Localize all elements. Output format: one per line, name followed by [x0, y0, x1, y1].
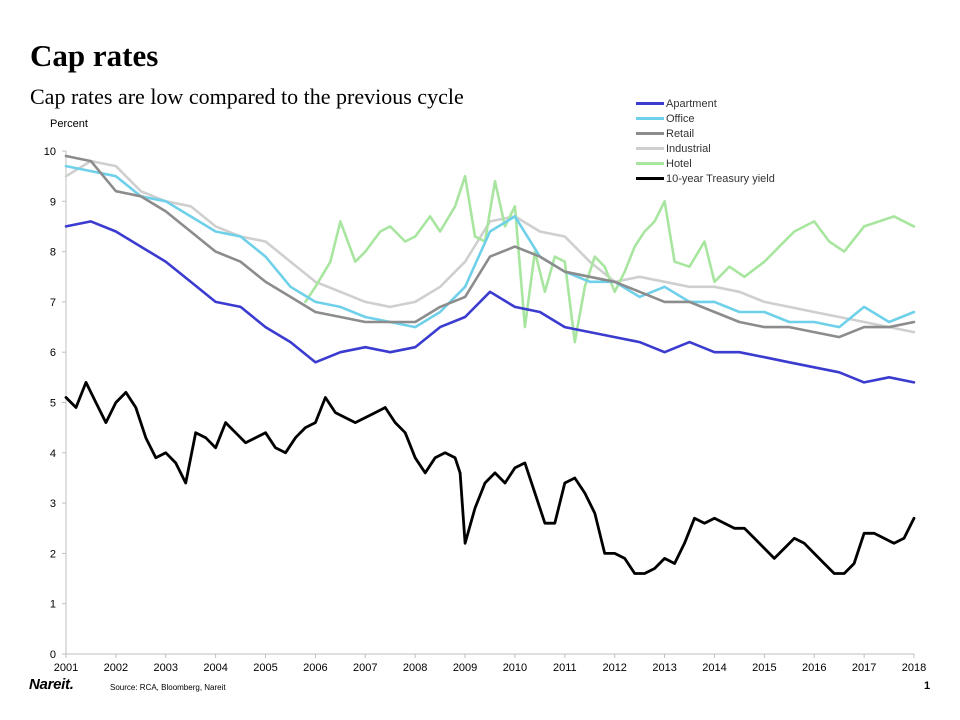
legend-label-industrial: Industrial	[666, 142, 711, 155]
legend-item-retail: Retail	[636, 126, 775, 141]
series-line-apartment	[64, 220, 916, 384]
y-tick-label: 8	[50, 247, 56, 259]
legend-swatch-hotel	[636, 162, 664, 165]
x-tick-label: 2002	[104, 662, 128, 674]
x-tick-label: 2001	[54, 662, 78, 674]
chart-legend: Apartment Office Retail Industrial Hotel…	[636, 96, 775, 186]
y-tick-label: 2	[50, 548, 56, 560]
series-line-10-year-treasury-yield	[64, 380, 916, 575]
page-number: 1	[924, 680, 931, 692]
y-tick-label: 10	[44, 146, 56, 158]
x-tick-label: 2012	[602, 662, 626, 674]
legend-item-treasury: 10-year Treasury yield	[636, 171, 775, 186]
x-tick-label: 2003	[154, 662, 178, 674]
legend-item-office: Office	[636, 111, 775, 126]
x-tick-label: 2011	[553, 662, 577, 674]
legend-label-retail: Retail	[666, 127, 695, 140]
x-tick-label: 2017	[852, 662, 876, 674]
source-note: Source: RCA, Bloomberg, Nareit	[110, 683, 226, 692]
x-tick-label: 2016	[802, 662, 826, 674]
nareit-logo: Nareit.	[29, 676, 74, 693]
series-line-retail	[64, 154, 916, 339]
series-line-office	[64, 164, 916, 329]
series-line-industrial	[64, 159, 916, 334]
y-tick-label: 9	[50, 196, 56, 208]
legend-label-office: Office	[666, 112, 695, 125]
y-tick-label: 6	[50, 347, 56, 359]
series-line-hotel	[304, 174, 916, 344]
x-tick-label: 2014	[702, 662, 726, 674]
y-tick-label: 7	[50, 297, 56, 309]
x-tick-label: 2006	[303, 662, 327, 674]
x-tick-label: 2008	[403, 662, 427, 674]
legend-swatch-office	[636, 117, 664, 120]
legend-swatch-treasury	[636, 177, 664, 180]
legend-label-hotel: Hotel	[666, 157, 692, 170]
x-tick-label: 2010	[503, 662, 527, 674]
y-axis-label: Percent	[50, 118, 88, 130]
legend-swatch-retail	[636, 132, 664, 135]
legend-item-apartment: Apartment	[636, 96, 775, 111]
page-title: Cap rates	[30, 38, 159, 73]
y-tick-label: 5	[50, 398, 56, 410]
legend-label-treasury: 10-year Treasury yield	[666, 172, 775, 185]
legend-item-hotel: Hotel	[636, 156, 775, 171]
legend-swatch-industrial	[636, 147, 664, 150]
x-tick-label: 2013	[652, 662, 676, 674]
y-tick-label: 1	[50, 599, 56, 611]
x-tick-label: 2007	[353, 662, 377, 674]
legend-label-apartment: Apartment	[666, 97, 717, 110]
x-tick-label: 2005	[253, 662, 277, 674]
y-tick-label: 0	[50, 649, 56, 661]
x-tick-label: 2018	[902, 662, 926, 674]
page-subtitle: Cap rates are low compared to the previo…	[30, 84, 464, 109]
legend-item-industrial: Industrial	[636, 141, 775, 156]
x-tick-label: 2004	[203, 662, 227, 674]
x-tick-label: 2015	[752, 662, 776, 674]
y-tick-label: 3	[50, 498, 56, 510]
y-tick-label: 4	[50, 448, 56, 460]
legend-swatch-apartment	[636, 102, 664, 105]
x-tick-label: 2009	[453, 662, 477, 674]
